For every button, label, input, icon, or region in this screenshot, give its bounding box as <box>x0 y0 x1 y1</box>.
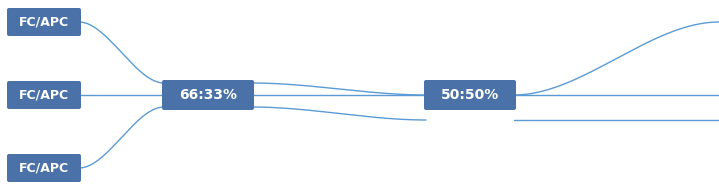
Text: FC/APC: FC/APC <box>19 89 69 101</box>
FancyBboxPatch shape <box>7 154 81 182</box>
Text: 50:50%: 50:50% <box>441 88 499 102</box>
FancyBboxPatch shape <box>7 8 81 36</box>
FancyBboxPatch shape <box>162 80 254 110</box>
FancyBboxPatch shape <box>424 80 516 110</box>
Text: 66:33%: 66:33% <box>179 88 237 102</box>
Text: FC/APC: FC/APC <box>19 162 69 174</box>
Text: FC/APC: FC/APC <box>19 16 69 28</box>
FancyBboxPatch shape <box>7 81 81 109</box>
